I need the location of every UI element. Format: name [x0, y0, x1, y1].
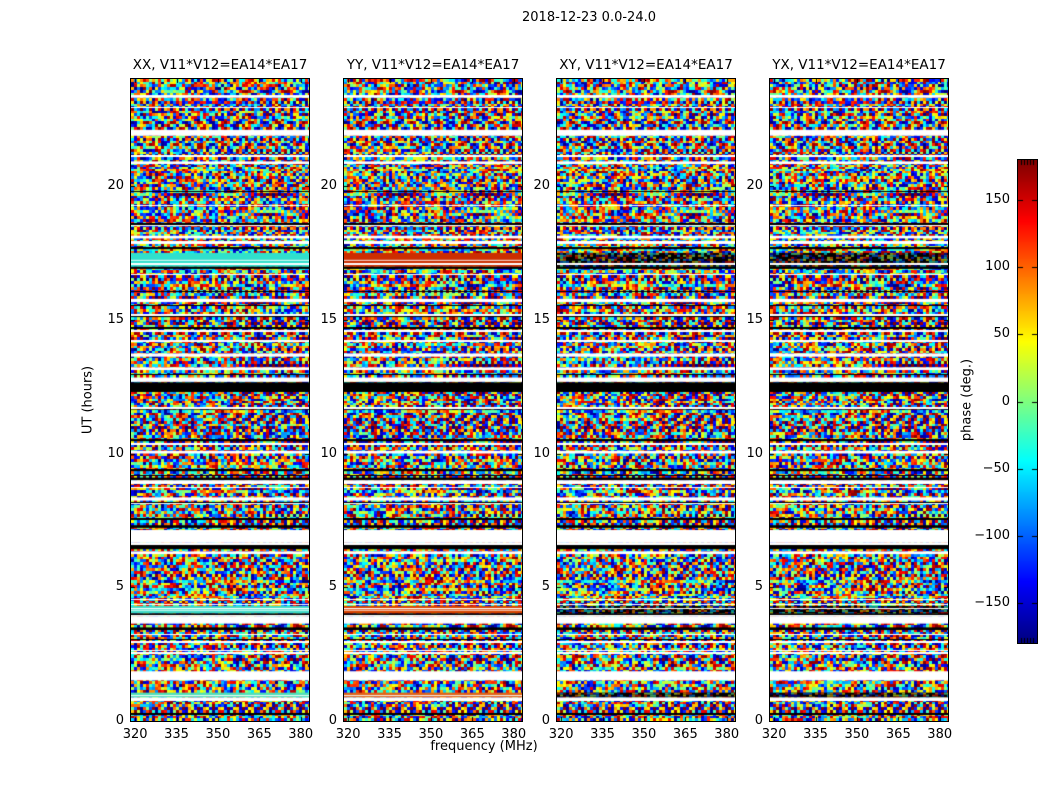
colorbar-tick-label: 50: [993, 326, 1010, 342]
x-tick-label: 335: [590, 727, 615, 742]
x-tick-label: 350: [205, 727, 231, 742]
heatmap-canvas-yy: [344, 79, 522, 721]
y-tick-label: 0: [754, 713, 763, 728]
x-tick-label: 320: [761, 727, 787, 742]
y-tick-label: 20: [320, 178, 337, 193]
colorbar-gradient: [1018, 160, 1037, 643]
x-tick-label: 380: [501, 727, 527, 742]
heatmap-panel-yy: [343, 78, 523, 722]
x-tick-label: 320: [122, 727, 148, 742]
y-tick-label: 15: [746, 311, 763, 327]
heatmap-canvas-xx: [131, 79, 309, 721]
y-tick-label: 5: [328, 579, 337, 595]
heatmap-panel-xy: [556, 78, 736, 722]
x-tick-label: 365: [672, 727, 698, 742]
y-axis-label: UT (hours): [80, 365, 96, 435]
y-tick-label: 0: [328, 713, 337, 728]
subplot-title-yy: YY, V11*V12=EA14*EA17: [346, 57, 520, 73]
x-tick-label: 320: [548, 727, 574, 742]
x-tick-label: 380: [288, 727, 314, 742]
y-tick-label: 15: [107, 311, 124, 327]
y-tick-label: 10: [107, 445, 124, 461]
colorbar-tick-label: −150: [974, 594, 1010, 610]
y-tick-label: 15: [320, 311, 337, 327]
figure-title: 2018-12-23 0.0-24.0: [522, 10, 656, 25]
heatmap-panel-yx: [769, 78, 949, 722]
heatmap-panel-xx: [130, 78, 310, 722]
y-tick-label: 5: [115, 579, 124, 595]
heatmap-canvas-xy: [557, 79, 735, 721]
colorbar-tick-label: −50: [982, 460, 1010, 476]
colorbar-tick-label: 100: [985, 259, 1010, 275]
y-tick-label: 20: [746, 178, 763, 193]
subplot-title-xy: XY, V11*V12=EA14*EA17: [559, 57, 733, 73]
x-tick-label: 350: [844, 727, 870, 742]
subplot-title-xx: XX, V11*V12=EA14*EA17: [132, 57, 308, 73]
x-tick-label: 380: [714, 727, 740, 742]
y-tick-label: 10: [746, 445, 763, 461]
x-tick-label: 365: [459, 727, 485, 742]
subplot-title-yx: YX, V11*V12=EA14*EA17: [772, 57, 946, 73]
y-tick-label: 0: [541, 713, 550, 728]
x-tick-label: 365: [885, 727, 911, 742]
x-tick-label: 350: [631, 727, 657, 742]
x-tick-label: 380: [927, 727, 953, 742]
y-tick-label: 15: [533, 311, 550, 327]
colorbar-tick-label: 0: [1001, 393, 1010, 409]
x-tick-label: 335: [164, 727, 189, 742]
y-tick-label: 20: [533, 178, 550, 193]
y-tick-label: 20: [107, 178, 124, 193]
heatmap-canvas-yx: [770, 79, 948, 721]
x-tick-label: 335: [377, 727, 402, 742]
x-tick-label: 365: [246, 727, 272, 742]
x-tick-label: 320: [335, 727, 361, 742]
y-tick-label: 5: [541, 579, 550, 595]
x-tick-label: 350: [418, 727, 444, 742]
y-tick-label: 10: [320, 445, 337, 461]
x-tick-label: 335: [803, 727, 828, 742]
y-tick-label: 5: [754, 579, 763, 595]
y-tick-label: 0: [115, 713, 124, 728]
colorbar: [1017, 159, 1038, 644]
y-tick-label: 10: [533, 445, 550, 461]
colorbar-tick-label: −100: [974, 527, 1010, 543]
colorbar-tick-label: 150: [985, 192, 1010, 208]
x-axis-label: frequency (MHz): [430, 739, 538, 754]
